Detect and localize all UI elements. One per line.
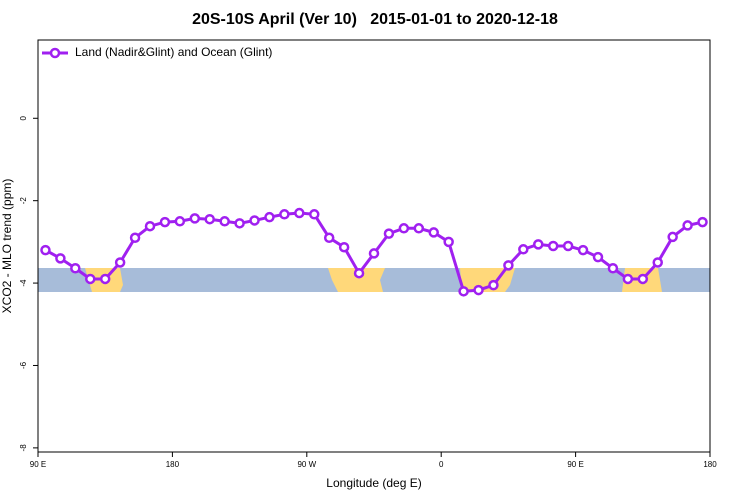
point — [70, 262, 81, 274]
point — [189, 213, 201, 224]
land-patch — [328, 268, 385, 292]
legend-marker — [49, 47, 61, 59]
y-tick-label: -8 — [19, 444, 28, 452]
point — [144, 220, 156, 232]
x-tick-label: 180 — [703, 460, 717, 469]
point — [488, 279, 499, 291]
legend-label: Land (Nadir&Glint) and Ocean (Glint) — [75, 45, 272, 59]
x-tick-label: 180 — [166, 460, 180, 469]
point — [473, 284, 484, 296]
point — [353, 267, 365, 279]
legend: Land (Nadir&Glint) and Ocean (Glint) — [42, 45, 272, 59]
point — [428, 227, 439, 238]
x-tick-label: 0 — [439, 460, 444, 469]
point — [577, 244, 589, 256]
x-axis-label: Longitude (deg E) — [326, 476, 421, 490]
point — [652, 257, 663, 268]
point — [174, 216, 186, 227]
point — [294, 207, 305, 219]
point — [99, 273, 111, 285]
point — [697, 216, 708, 228]
point — [607, 262, 619, 274]
point — [204, 213, 215, 225]
y-tick-label: -6 — [19, 361, 28, 369]
point — [518, 244, 529, 255]
point — [129, 232, 141, 244]
point — [219, 216, 230, 227]
x-tick-label: 90 E — [567, 460, 583, 469]
point — [383, 228, 395, 239]
point — [234, 218, 245, 229]
point — [637, 273, 649, 285]
x-tick-label: 90 W — [297, 460, 316, 469]
point — [159, 216, 171, 228]
point — [398, 223, 410, 234]
point — [503, 260, 514, 271]
land-ocean-band — [38, 268, 710, 292]
point — [443, 236, 454, 248]
point — [249, 215, 260, 226]
point — [592, 251, 604, 263]
point — [533, 239, 544, 250]
point — [458, 286, 469, 297]
plot-frame — [37, 39, 711, 453]
x-tick-label: 90 E — [30, 460, 46, 469]
point — [622, 273, 634, 285]
point — [682, 220, 693, 231]
y-tick-label: -4 — [19, 279, 28, 287]
point — [40, 244, 51, 256]
y-tick-label: -2 — [19, 197, 28, 205]
point — [368, 248, 380, 259]
point — [323, 232, 335, 244]
point — [279, 209, 290, 220]
point — [85, 273, 96, 285]
point — [264, 211, 275, 223]
point — [413, 223, 425, 234]
y-axis-label: XCO2 - MLO trend (ppm) — [0, 179, 14, 314]
point — [309, 209, 320, 220]
point — [55, 253, 66, 264]
point — [562, 240, 574, 252]
point — [114, 257, 126, 268]
y-tick-label: 0 — [19, 116, 28, 121]
chart-title: 20S-10S April (Ver 10) 2015-01-01 to 202… — [192, 11, 558, 28]
point — [667, 231, 678, 243]
point — [338, 241, 350, 253]
point — [547, 240, 559, 252]
